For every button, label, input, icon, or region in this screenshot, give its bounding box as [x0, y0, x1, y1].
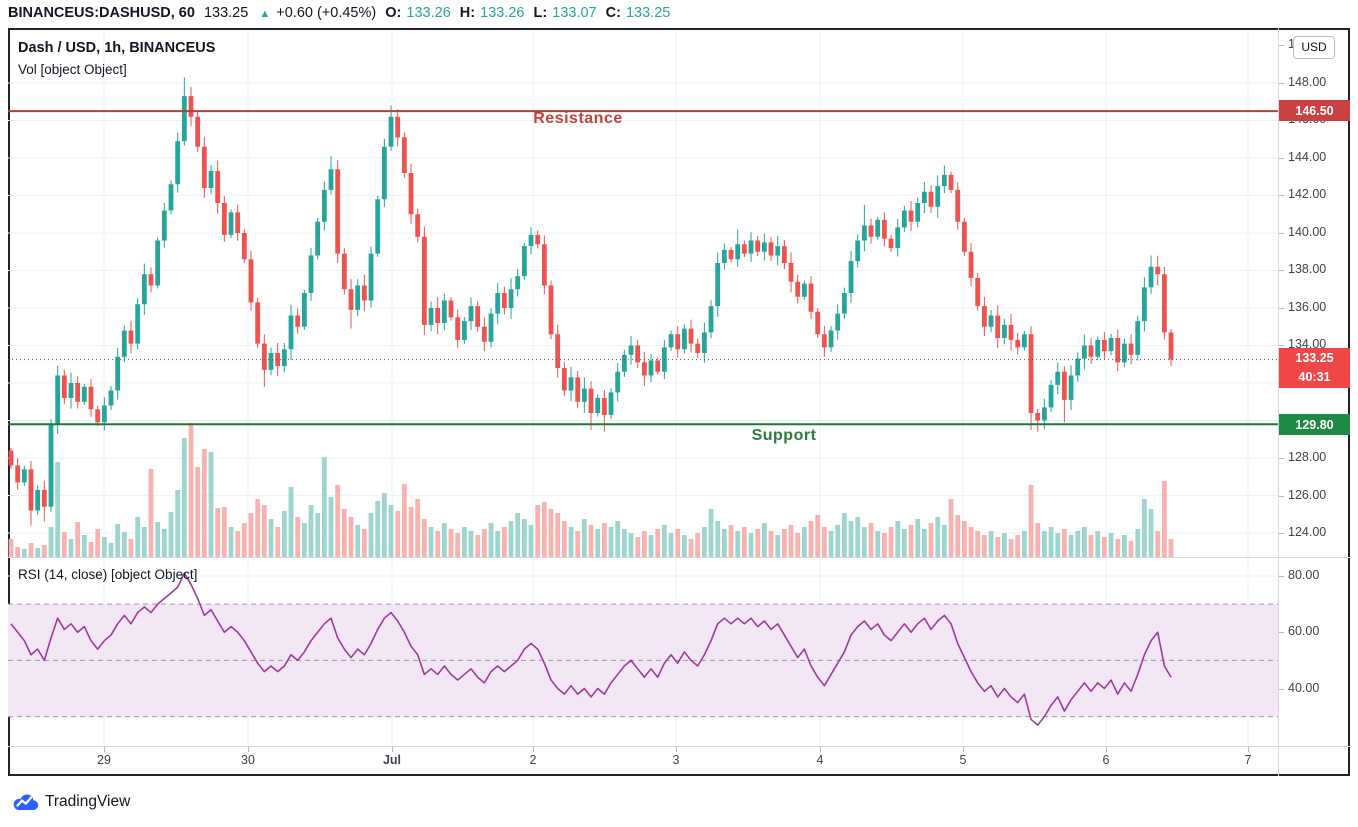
- price-tick-label: 138.00: [1288, 262, 1327, 276]
- last-price: 133.25: [203, 5, 249, 21]
- legend-rsi-study[interactable]: RSI (14, close) [object Object]: [18, 567, 198, 582]
- price-tick-mark: [1279, 158, 1284, 159]
- time-tick-mark: [963, 747, 964, 752]
- rsi-tick-label: 60.00: [1288, 624, 1320, 638]
- last-price-badge: 133.25 40:31: [1279, 348, 1350, 388]
- resistance-line-label[interactable]: Resistance: [533, 110, 623, 127]
- price-tick-mark: [1279, 308, 1284, 309]
- price-tick-mark: [1279, 233, 1284, 234]
- price-tick-mark: [1279, 496, 1284, 497]
- time-tick-label: 5: [959, 753, 967, 767]
- time-tick-label: 2: [529, 753, 537, 767]
- price-tick-label: 128.00: [1288, 450, 1327, 464]
- time-tick-label: 30: [241, 753, 255, 767]
- price-tick-label: 126.00: [1288, 488, 1327, 502]
- time-tick-label: Jul: [382, 753, 402, 767]
- price-tick-mark: [1279, 689, 1284, 690]
- low-label: L:: [533, 5, 548, 21]
- time-tick-mark: [248, 747, 249, 752]
- symbol-title: BINANCEUS:DASHUSD, 60: [8, 5, 195, 21]
- time-tick-mark: [533, 747, 534, 752]
- legend-symbol[interactable]: Dash / USD, 1h, BINANCEUS: [18, 40, 216, 56]
- up-arrow-icon: ▲: [259, 8, 271, 20]
- time-tick-mark: [104, 747, 105, 752]
- price-tick-label: 142.00: [1288, 187, 1327, 201]
- time-tick-label: 6: [1102, 753, 1110, 767]
- price-tick-label: 144.00: [1288, 150, 1327, 164]
- tradingview-logo: [13, 793, 39, 810]
- open-label: O:: [385, 5, 402, 21]
- time-tick-label: 4: [816, 753, 824, 767]
- time-tick-mark: [1248, 747, 1249, 752]
- currency-toggle-button[interactable]: USD: [1293, 36, 1335, 59]
- symbol-info-bar: BINANCEUS:DASHUSD, 60 133.25 ▲ +0.60 (+0…: [8, 2, 675, 24]
- price-tick-label: 140.00: [1288, 225, 1327, 239]
- rsi-tick-label: 40.00: [1288, 681, 1320, 695]
- close-value: 133.25: [625, 5, 671, 21]
- time-tick-mark: [1106, 747, 1107, 752]
- price-tick-mark: [1279, 458, 1284, 459]
- close-label: C:: [605, 5, 621, 21]
- price-tick-mark: [1279, 345, 1284, 346]
- resistance-price-badge: 146.50: [1279, 100, 1350, 121]
- price-tick-mark: [1279, 632, 1284, 633]
- price-axis-separator[interactable]: [1278, 28, 1279, 776]
- high-label: H:: [459, 5, 476, 21]
- support-line-label[interactable]: Support: [751, 427, 817, 444]
- time-tick-mark: [676, 747, 677, 752]
- high-value: 133.26: [480, 5, 525, 21]
- rsi-tick-label: 80.00: [1288, 568, 1320, 582]
- price-tick-label: 134.00: [1288, 337, 1327, 351]
- support-price-badge: 129.80: [1279, 414, 1350, 435]
- price-tick-mark: [1279, 576, 1284, 577]
- tradingview-attribution[interactable]: TradingView: [12, 789, 130, 815]
- price-tick-mark: [1279, 83, 1284, 84]
- low-value: 133.07: [552, 5, 597, 21]
- price-chart-canvas[interactable]: [8, 28, 1278, 776]
- time-tick-mark: [392, 747, 393, 752]
- last-price-badge-value: 133.25: [1295, 351, 1334, 365]
- price-tick-mark: [1279, 195, 1284, 196]
- bar-countdown: 40:31: [1298, 370, 1331, 384]
- price-tick-label: 148.00: [1288, 75, 1327, 89]
- time-tick-label: 29: [97, 753, 111, 767]
- time-tick-mark: [820, 747, 821, 752]
- price-tick-mark: [1279, 270, 1284, 271]
- price-tick-mark: [1279, 45, 1284, 46]
- price-tick-label: 124.00: [1288, 525, 1327, 539]
- time-axis-divider: [8, 746, 1350, 747]
- open-value: 133.26: [406, 5, 451, 21]
- time-tick-label: 7: [1244, 753, 1252, 767]
- time-tick-label: 3: [672, 753, 680, 767]
- price-tick-mark: [1279, 533, 1284, 534]
- price-tick-label: 136.00: [1288, 300, 1327, 314]
- price-change: +0.60 (+0.45%): [276, 5, 377, 21]
- tradingview-brand-text: TradingView: [45, 793, 131, 810]
- pane-divider[interactable]: [8, 557, 1350, 558]
- legend-volume-study[interactable]: Vol [object Object]: [18, 62, 127, 77]
